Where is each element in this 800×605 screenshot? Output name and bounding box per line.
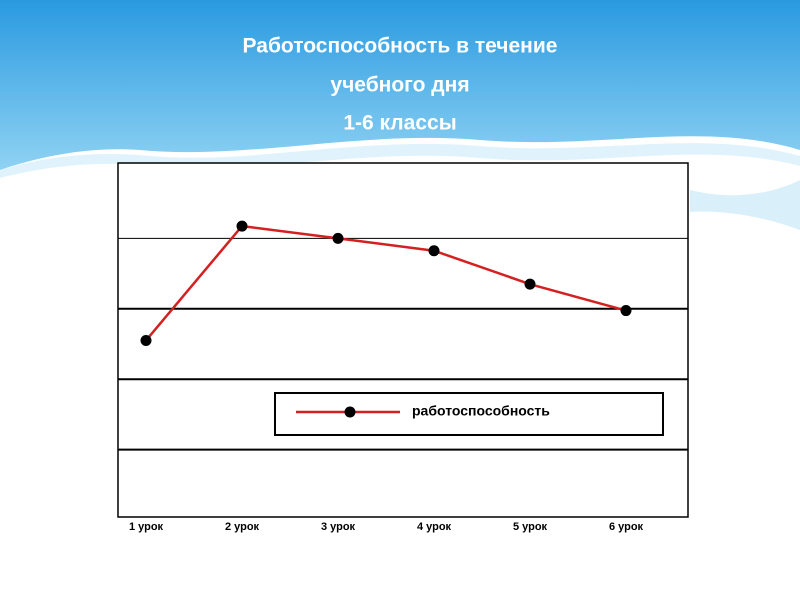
legend-label: работоспособность xyxy=(412,403,550,419)
x-tick-label: 1 урок xyxy=(129,521,164,533)
point xyxy=(428,245,440,257)
title-line: учебного дня xyxy=(330,74,469,97)
sky-background xyxy=(0,0,800,170)
point xyxy=(236,220,248,232)
title: Работоспособность в течение учебного дня… xyxy=(243,35,558,135)
title-line: 1-6 классы xyxy=(343,112,456,135)
line xyxy=(145,224,627,342)
legend-box xyxy=(274,392,664,436)
point xyxy=(332,232,344,244)
legend-marker xyxy=(344,406,356,418)
plot: 1 урок 2 урок 3 урок 4 урок 5 урок 6 урок рабо… xyxy=(118,220,688,533)
wave xyxy=(0,143,800,178)
x-tick-label: 5 урок xyxy=(513,521,548,533)
x-tick-label: 2 урок xyxy=(225,521,260,533)
point xyxy=(524,278,536,290)
x-tick-label: 3 урок xyxy=(321,521,356,533)
plot-frame xyxy=(117,162,689,518)
x-tick-label: 6 урок xyxy=(609,521,644,533)
point xyxy=(620,305,632,317)
point xyxy=(140,334,152,346)
wave-right xyxy=(690,180,800,230)
title-line: Работоспособность в течение xyxy=(243,35,558,58)
x-tick-label: 4 урок xyxy=(417,521,452,533)
